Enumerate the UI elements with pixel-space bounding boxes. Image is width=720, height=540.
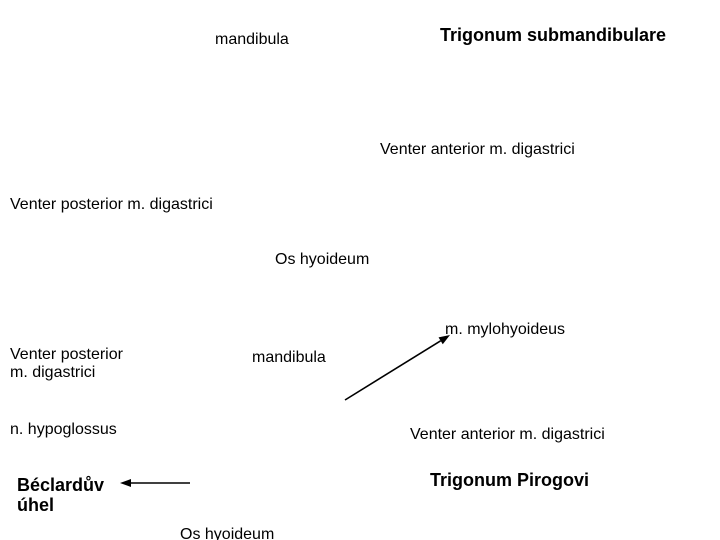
title-trigonum-pirogovi: Trigonum Pirogovi bbox=[430, 470, 589, 492]
title-trigonum-submandibulare: Trigonum submandibulare bbox=[440, 25, 666, 47]
label-os-hyoideum-2: Os hyoideum bbox=[180, 525, 274, 540]
label-venter-posterior-1: Venter posterior m. digastrici bbox=[10, 195, 213, 214]
label-mylohyoideus: m. mylohyoideus bbox=[445, 320, 565, 339]
label-mandibula-2: mandibula bbox=[252, 348, 326, 367]
label-venter-anterior-1: Venter anterior m. digastrici bbox=[380, 140, 575, 159]
label-venter-anterior-2: Venter anterior m. digastrici bbox=[410, 425, 605, 444]
label-venter-posterior-2-line2: m. digastrici bbox=[10, 363, 95, 382]
label-beclard-line2: úhel bbox=[17, 495, 54, 517]
label-beclard-line1: Béclardův bbox=[17, 475, 104, 497]
label-os-hyoideum-1: Os hyoideum bbox=[275, 250, 369, 269]
label-venter-posterior-2-line1: Venter posterior bbox=[10, 345, 123, 364]
diagram-canvas: mandibula Trigonum submandibulare Venter… bbox=[0, 0, 720, 540]
arrows-layer bbox=[0, 0, 720, 540]
label-mandibula-1: mandibula bbox=[215, 30, 289, 49]
label-hypoglossus: n. hypoglossus bbox=[10, 420, 117, 439]
